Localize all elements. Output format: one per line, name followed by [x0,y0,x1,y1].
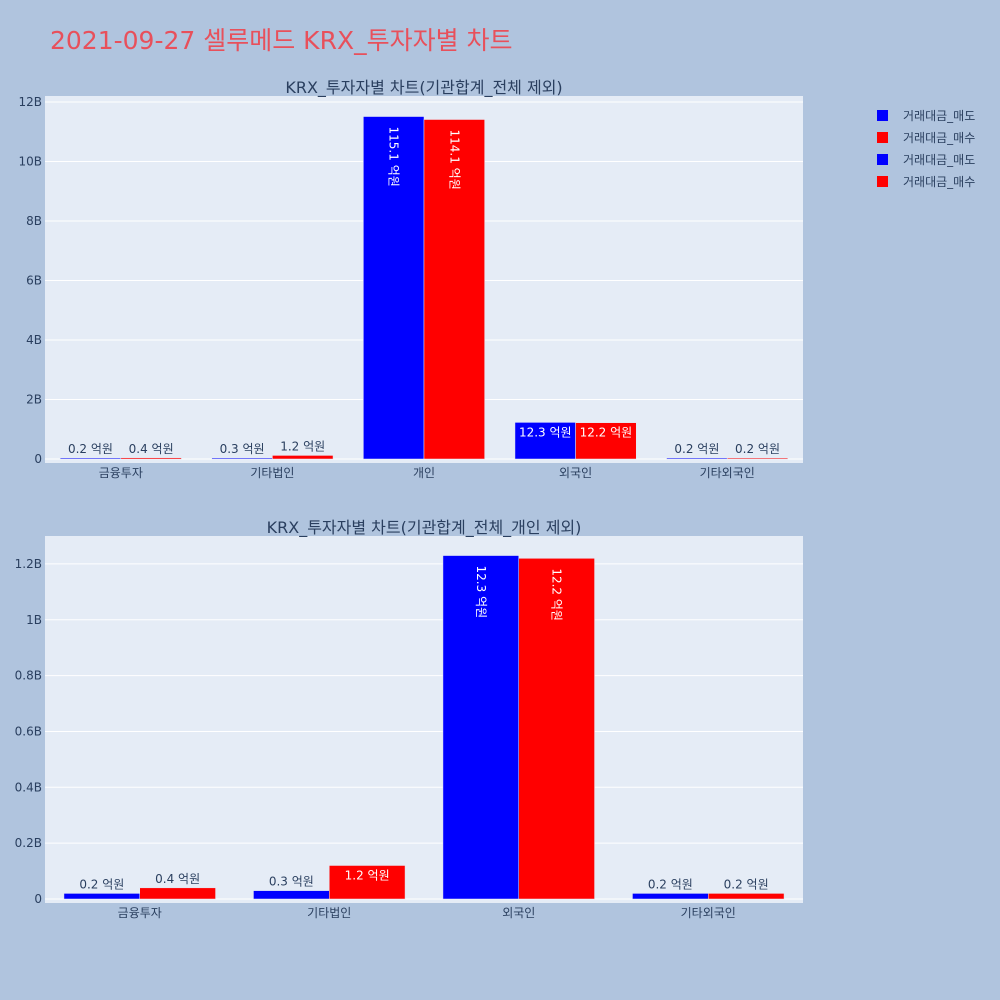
subplot-title: KRX_투자자별 차트(기관합계_전체 제외) [285,78,562,98]
bar-label: 1.2 억원 [280,439,325,453]
x-tick-label: 외국인 [502,906,535,920]
bar-label: 12.3 억원 [519,425,572,439]
y-tick-label: 8B [26,214,42,228]
bar [63,893,141,900]
x-tick-label: 기타외국인 [700,466,755,480]
chart-top: 0 2B 4B 6B 8B 10B 12B KRX_투자자별 차트(기관합계_전체 제외) 금융… [18,78,803,480]
bar-label: 0.2 억원 [68,442,113,456]
y-tick-label: 10B [18,154,42,168]
bar-label: 0.4 억원 [155,872,200,886]
legend-label: 거래대금_매도 [903,153,975,167]
bar-label: 0.2 억원 [724,877,769,891]
y-tick-label: 12B [18,95,42,109]
bar-label: 115.1 억원 [387,127,401,187]
bar-label: 12.2 억원 [550,568,564,621]
bar [575,422,637,460]
bar [139,887,216,900]
y-tick-label: 0.6B [15,724,42,738]
x-tick-label: 금융투자 [99,466,143,480]
y-tick-label: 4B [26,333,42,347]
subplot-title: KRX_투자자별 차트(기관합계_전체_개인 제외) [267,518,582,538]
x-tick-label: 금융투자 [118,906,162,920]
legend-label: 거래대금_매수 [903,131,975,145]
plot-area [45,536,803,903]
bar [442,555,520,900]
x-tick-label: 기타외국인 [681,906,736,920]
bar-label: 0.4 억원 [129,442,174,456]
bar [666,457,728,460]
y-tick-label: 1.2B [15,557,42,571]
y-tick-label: 0.2B [15,836,42,850]
y-tick-label: 6B [26,273,42,287]
bar [329,865,406,900]
bar [514,422,576,460]
bar-label: 1.2 억원 [345,868,390,882]
x-tick-label: 외국인 [559,466,592,480]
x-tick-label: 개인 [413,466,435,480]
bar-label: 0.3 억원 [269,875,314,889]
bar-label: 0.2 억원 [648,877,693,891]
bar-label: 114.1 억원 [447,130,461,190]
y-tick-label: 2B [26,392,42,406]
y-tick-label: 0 [34,892,42,906]
legend-label: 거래대금_매수 [903,175,975,189]
y-tick-label: 0.4B [15,780,42,794]
bar [272,455,334,460]
bar [120,457,182,460]
y-tick-label: 0 [34,452,42,466]
legend-swatch [877,132,888,143]
bar [253,890,330,900]
bar [363,116,425,460]
legend-swatch [877,154,888,165]
bar-label: 12.3 억원 [474,566,488,619]
bar-label: 0.2 억원 [735,442,780,456]
x-tick-label: 기타법인 [250,466,294,480]
bar [708,893,785,900]
bar [632,893,709,900]
bar [59,457,122,460]
bar [423,119,485,460]
y-tick-label: 1B [26,613,42,627]
legend-swatch [877,176,888,187]
bar [518,558,595,900]
bar-label: 12.2 억원 [580,426,633,440]
x-tick-label: 기타법인 [307,906,351,920]
bar [211,457,273,460]
chart-bottom: 0 0.2B 0.4B 0.6B 0.8B 1B 1.2B KRX_투자자별 차트(기관합계_… [15,518,803,920]
main-title: 2021-09-27 셀루메드 KRX_투자자별 차트 [50,26,513,55]
legend-label: 거래대금_매도 [903,109,975,123]
bar-label: 0.2 억원 [674,442,719,456]
legend-swatch [877,110,888,121]
y-tick-label: 0.8B [15,669,42,683]
bar-label: 0.3 억원 [220,442,265,456]
bar [726,457,789,460]
bar-label: 0.2 억원 [79,877,124,891]
